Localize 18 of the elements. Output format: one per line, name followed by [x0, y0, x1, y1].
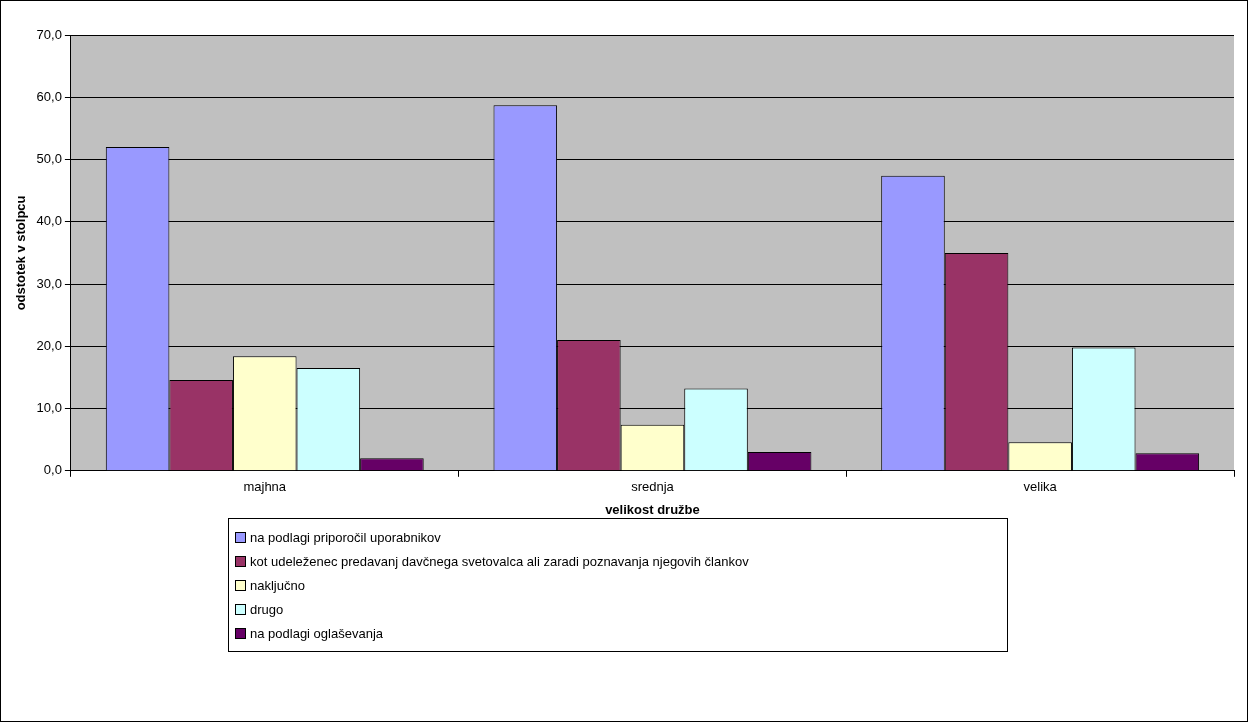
y-tick-label: 70,0 — [36, 26, 62, 42]
x-tick-label: velika — [1023, 479, 1058, 495]
x-tick-label: srednja — [631, 479, 675, 495]
y-tick-label: 10,0 — [36, 400, 62, 416]
y-axis-title: odstotek v stolpcu — [13, 195, 29, 311]
x-axis-title: velikost družbe — [605, 501, 700, 517]
y-tick-label: 20,0 — [36, 337, 62, 353]
y-tick-label: 40,0 — [36, 213, 62, 229]
legend-label: drugo — [250, 601, 284, 617]
y-tick-label: 60,0 — [36, 88, 62, 104]
legend-label: naključno — [250, 577, 305, 593]
y-tick-label: 50,0 — [36, 151, 62, 167]
legend-label: na podlagi priporočil uporabnikov — [250, 529, 441, 545]
legend-label: kot udeleženec predavanj davčnega svetovalca ali zaradi poznavanja njegovih člankov — [250, 553, 749, 569]
x-tick-label: majhna — [243, 479, 287, 495]
legend-label: na podlagi oglaševanja — [250, 625, 383, 641]
y-tick-label: 0,0 — [43, 462, 62, 478]
y-tick-label: 30,0 — [36, 275, 62, 291]
